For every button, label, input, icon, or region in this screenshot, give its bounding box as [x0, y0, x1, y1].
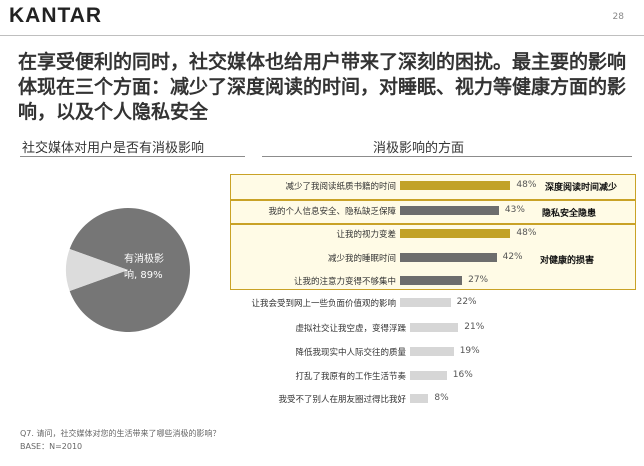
reading-highlight-box: [230, 174, 636, 200]
bar-category-label: 让我会受到网上一些负面价值观的影响: [251, 299, 396, 309]
callout-reading: 深度阅读时间减少: [545, 183, 618, 193]
bar: [400, 276, 463, 285]
callout-health: 对健康的损害: [540, 256, 595, 266]
page-number: 28: [612, 12, 624, 22]
bar-category-label: 让我的视力变差: [336, 230, 396, 240]
bar: [410, 394, 429, 403]
bar-value-label: 16%: [452, 370, 473, 380]
kantar-logo: KANTAR: [9, 4, 103, 27]
bar-value-label: 48%: [516, 228, 537, 238]
bar: [400, 229, 511, 238]
bar-value-label: 8%: [434, 393, 449, 403]
bar-category-label: 我的个人信息安全、隐私缺乏保障: [268, 207, 396, 217]
bar-category-label: 减少我的睡眠时间: [327, 254, 396, 264]
pie-section-title: 社交媒体对用户是否有消极影响: [22, 141, 205, 156]
callout-privacy: 隐私安全隐患: [542, 209, 597, 219]
bar-value-label: 21%: [464, 322, 485, 332]
bar-value-label: 22%: [456, 297, 477, 307]
bar-value-label: 43%: [504, 205, 525, 215]
survey-base: BASE：N=2010: [20, 442, 83, 451]
bar-value-label: 27%: [468, 275, 489, 285]
bar: [400, 181, 511, 190]
bar: [400, 206, 499, 215]
bar-category-label: 虚拟社交让我空虚，变得浮躁: [295, 324, 406, 334]
pie-label-line1: 有消极影: [124, 254, 164, 265]
bar: [400, 253, 497, 262]
bar-section-underline: [262, 156, 632, 157]
bar: [400, 298, 451, 307]
bar-category-label: 我受不了别人在朋友圈过得比我好: [278, 395, 406, 405]
negative-impact-pie: [66, 208, 190, 332]
bar: [410, 371, 447, 380]
pie-slice-1: [66, 248, 128, 292]
bar: [410, 323, 459, 332]
survey-question: Q7. 请问，社交媒体对您的生活带来了哪些消极的影响？: [20, 429, 221, 438]
bar-category-label: 打乱了我原有的工作生活节奏: [295, 372, 406, 382]
bar-section-title: 消极影响的方面: [373, 141, 465, 156]
bar-value-label: 48%: [516, 180, 537, 190]
bar-value-label: 42%: [502, 252, 523, 262]
bar-category-label: 让我的注意力变得不够集中: [293, 277, 396, 287]
bar-category-label: 减少了我阅读纸质书籍的时间: [285, 182, 396, 192]
bar-category-label: 降低我现实中人际交往的质量: [295, 348, 406, 358]
pie-slice-0: [69, 208, 190, 332]
header-divider: [0, 35, 644, 36]
bar: [410, 347, 454, 356]
page-headline: 在享受便利的同时，社交媒体也给用户带来了深刻的困扰。最主要的影响体现在三个方面：…: [18, 51, 627, 123]
pie-label-line2: 响, 89%: [124, 270, 163, 281]
pie-section-underline: [20, 156, 245, 157]
bar-value-label: 19%: [459, 346, 480, 356]
